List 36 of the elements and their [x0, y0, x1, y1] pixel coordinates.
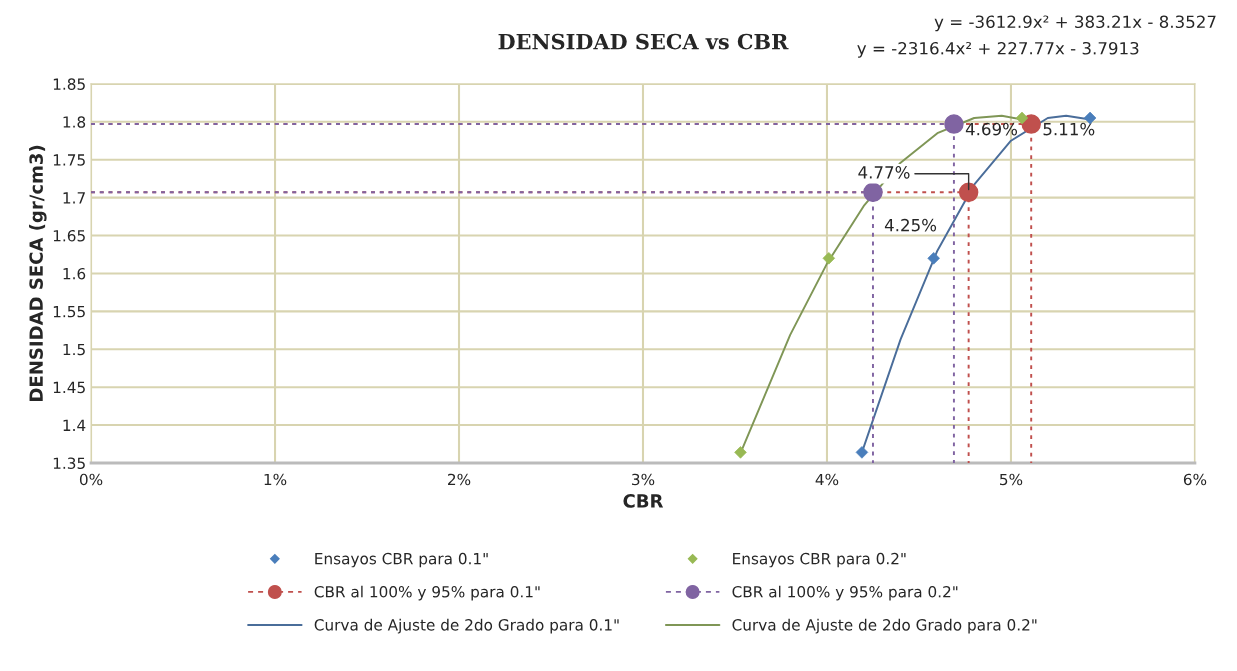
legend-label: CBR al 100% y 95% para 0.2" [732, 585, 958, 601]
y-tick-label: 1.5 [63, 343, 85, 356]
chart-title: DENSIDAD SECA vs CBR [498, 33, 789, 50]
x-tick-label: 1% [264, 473, 287, 486]
point [863, 182, 883, 203]
y-tick-label: 1.85 [53, 78, 85, 90]
x-tick-label: 4% [815, 473, 839, 486]
point [958, 182, 979, 203]
legend-label: CBR al 100% y 95% para 0.1" [314, 585, 540, 601]
legend-label: Ensayos CBR para 0.1" [315, 552, 488, 568]
y-tick-label: 1.65 [53, 229, 85, 242]
point [944, 114, 964, 134]
x-tick-label: 0% [79, 473, 103, 486]
annotation: 4.77% [858, 166, 910, 179]
x-tick-label: 6% [1183, 473, 1207, 486]
y-tick-label: 1.4 [63, 419, 86, 431]
y-tick-label: 1.55 [53, 306, 85, 318]
x-tick-label: 3% [632, 473, 655, 486]
legend-label: Curva de Ajuste de 2do Grado para 0.2" [732, 618, 1037, 634]
y-tick-label: 1.35 [53, 457, 85, 470]
y-axis-title: DENSIDAD SECA (gr/cm3) [29, 145, 47, 401]
y-tick-label: 1.45 [53, 381, 85, 394]
annotation: 4.25% [884, 218, 937, 232]
text: y = -3612.9x² + 383.21x - 8.3527 [934, 15, 1216, 32]
y-tick-label: 1.7 [63, 192, 85, 204]
y-tick-label: 1.6 [63, 267, 86, 280]
y-tick-label: 1.8 [63, 116, 86, 128]
y-tick-label: 1.75 [53, 154, 85, 166]
annotation: 5.11% [1043, 122, 1095, 136]
annotation: 4.69% [965, 122, 1018, 136]
legend-label: Curva de Ajuste de 2do Grado para 0.1" [314, 618, 619, 634]
legend-label: Ensayos CBR para 0.2" [733, 552, 906, 568]
x-tick-label: 5% [1000, 473, 1023, 486]
x-axis-title: CBR [623, 494, 664, 508]
text: y = -2316.4x² + 227.77x - 3.7913 [857, 41, 1139, 58]
x-tick-label: 2% [448, 473, 471, 486]
